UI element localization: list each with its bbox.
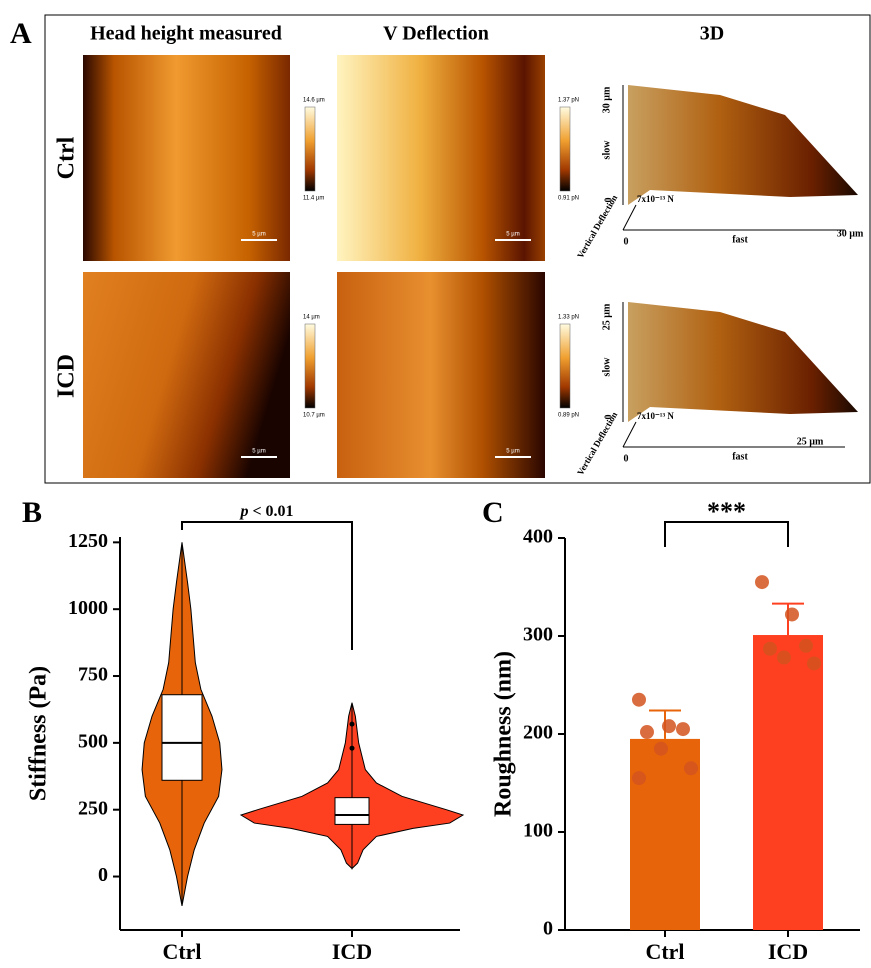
row-title: ICD bbox=[54, 354, 80, 398]
axis-3d-label: 0 bbox=[603, 415, 614, 420]
colorbar-label: 0.91 pN bbox=[558, 196, 579, 202]
data-point bbox=[640, 725, 654, 740]
y-tick-label: 1000 bbox=[68, 597, 108, 619]
panel-frame bbox=[44, 14, 871, 484]
y-tick-label: 300 bbox=[523, 624, 553, 646]
x-tick-label: ICD bbox=[332, 939, 372, 964]
data-point bbox=[807, 656, 821, 671]
panel-label: B bbox=[22, 496, 42, 529]
row-title: Ctrl bbox=[54, 136, 80, 179]
colorbar-label: 10.7 µm bbox=[303, 413, 325, 419]
axis-3d-label: 0 bbox=[603, 198, 614, 203]
y-axis-title: Stiffness (Pa) bbox=[26, 666, 52, 801]
scale-bar-label: 5 µm bbox=[252, 232, 265, 238]
axis-3d-label: 30 µm bbox=[837, 228, 864, 239]
column-title: 3D bbox=[700, 23, 724, 45]
scale-bar-label: 5 µm bbox=[506, 232, 519, 238]
axis-3d-label: 30 µm bbox=[601, 86, 612, 113]
axis-3d-label: slow bbox=[601, 357, 612, 377]
y-tick-label: 0 bbox=[98, 864, 108, 886]
axis-3d-label: fast bbox=[732, 451, 748, 462]
deflection-image bbox=[337, 272, 545, 478]
y-tick-label: 1250 bbox=[68, 530, 108, 552]
outlier bbox=[349, 745, 355, 751]
y-tick-label: 250 bbox=[78, 797, 108, 819]
data-point bbox=[654, 741, 668, 756]
y-tick-label: 500 bbox=[78, 730, 108, 752]
axis-3d-label: Vertical Deflection bbox=[575, 410, 619, 477]
colorbar-label: 14 µm bbox=[303, 315, 320, 321]
violin-half bbox=[239, 702, 353, 870]
height-image bbox=[83, 272, 290, 478]
y-tick-label: 200 bbox=[523, 722, 553, 744]
annotation-italic: p bbox=[238, 503, 248, 520]
axis-3d-label: slow bbox=[601, 140, 612, 160]
data-point bbox=[632, 692, 646, 707]
axis-3d-label: 7x10⁻¹³ N bbox=[637, 411, 674, 421]
axis-3d bbox=[622, 421, 637, 448]
data-point bbox=[799, 638, 813, 653]
y-tick-label: 400 bbox=[523, 526, 553, 548]
violin-half bbox=[351, 702, 465, 870]
data-point bbox=[763, 641, 777, 656]
x-tick-label: Ctrl bbox=[162, 939, 201, 964]
axis-3d bbox=[622, 204, 637, 231]
significance-bracket bbox=[181, 521, 353, 650]
surface-3d bbox=[628, 85, 858, 205]
outlier bbox=[349, 721, 355, 727]
panel-a: A Head height measured V Deflection 3D C… bbox=[10, 14, 871, 484]
colorbar bbox=[304, 323, 316, 409]
surface-3d bbox=[628, 302, 858, 422]
box bbox=[161, 694, 203, 781]
colorbar bbox=[304, 106, 316, 192]
annotation: p < 0.01 bbox=[238, 503, 293, 520]
scale-bar-label: 5 µm bbox=[506, 449, 519, 455]
axis-3d-label: 25 µm bbox=[601, 303, 612, 330]
colorbar bbox=[559, 106, 571, 192]
y-tick-label: 0 bbox=[543, 918, 553, 940]
axis-3d-label: fast bbox=[732, 234, 748, 245]
colorbar-label: 11.4 µm bbox=[303, 196, 324, 202]
data-point bbox=[777, 650, 791, 665]
deflection-image bbox=[337, 55, 545, 261]
axis-3d-label: 0 bbox=[624, 236, 629, 247]
data-point bbox=[676, 722, 690, 737]
box bbox=[334, 797, 370, 825]
height-image bbox=[83, 55, 290, 261]
data-point bbox=[632, 771, 646, 786]
y-tick-label: 750 bbox=[78, 664, 108, 686]
colorbar-label: 14.6 µm bbox=[303, 98, 325, 104]
annotation-text: < 0.01 bbox=[252, 503, 293, 520]
panel-label: A bbox=[10, 17, 32, 50]
y-tick-label: 100 bbox=[523, 820, 553, 842]
annotation: *** bbox=[707, 497, 746, 526]
panel-label: C bbox=[482, 496, 504, 529]
colorbar-label: 1.37 pN bbox=[558, 98, 579, 104]
scale-bar-label: 5 µm bbox=[252, 449, 265, 455]
axis-3d-label: 25 µm bbox=[797, 436, 824, 447]
data-point bbox=[662, 719, 676, 734]
data-point bbox=[755, 575, 769, 590]
colorbar-label: 0.89 pN bbox=[558, 413, 579, 419]
x-tick-label: ICD bbox=[768, 939, 808, 964]
significance-bracket bbox=[664, 521, 789, 547]
colorbar bbox=[559, 323, 571, 409]
axis-3d-label: Vertical Deflection bbox=[575, 193, 619, 260]
column-title: V Deflection bbox=[383, 23, 489, 45]
y-axis-title: Roughness (nm) bbox=[491, 651, 517, 817]
colorbar-label: 1.33 pN bbox=[558, 315, 579, 321]
column-title: Head height measured bbox=[90, 23, 282, 45]
data-point bbox=[785, 607, 799, 622]
bar bbox=[753, 635, 823, 930]
axis-3d-label: 7x10⁻¹³ N bbox=[637, 194, 674, 204]
axis-3d-label: 0 bbox=[624, 453, 629, 464]
data-point bbox=[684, 761, 698, 776]
x-tick-label: Ctrl bbox=[645, 939, 684, 964]
